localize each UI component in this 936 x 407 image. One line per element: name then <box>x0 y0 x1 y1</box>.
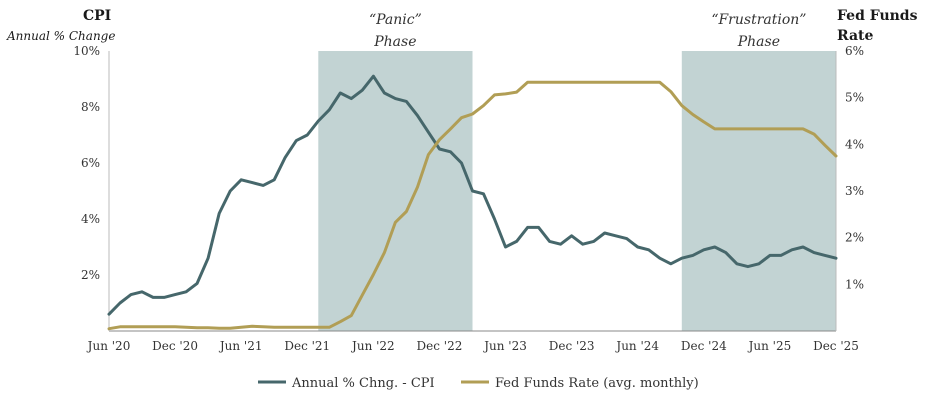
left-axis-title: CPI <box>83 8 111 24</box>
phase-band-1 <box>681 51 836 331</box>
legend: Annual % Chng. - CPI Fed Funds Rate (avg… <box>258 376 699 391</box>
x-tick-label: Jun '21 <box>218 339 263 353</box>
right-tick-label: 5% <box>845 91 864 105</box>
cpi-series-line <box>107 74 838 316</box>
right-axis-title-line1: Fed Funds <box>837 8 918 24</box>
data-series <box>107 74 838 331</box>
phase-label-1-line1: “Frustration” <box>711 12 806 28</box>
right-tick-label: 4% <box>845 137 864 151</box>
phase-label-0-line2: Phase <box>373 34 416 50</box>
fed-funds-series-line <box>107 80 838 331</box>
left-tick-label: 10% <box>73 44 100 58</box>
right-axis-title-line2: Rate <box>837 28 873 44</box>
x-tick-label: Dec '20 <box>152 339 198 353</box>
right-tick-label: 3% <box>845 184 864 198</box>
x-tick-label: Dec '25 <box>813 339 859 353</box>
left-tick-label: 6% <box>81 156 100 170</box>
axes <box>108 51 837 332</box>
x-tick-label: Jun '25 <box>747 339 792 353</box>
legend-label-cpi: Annual % Chng. - CPI <box>291 376 435 391</box>
x-tick-label: Jun '22 <box>350 339 395 353</box>
left-tick-label: 2% <box>81 268 100 282</box>
x-tick-label: Jun '23 <box>482 339 527 353</box>
phase-labels: “Panic” Phase “Frustration” Phase <box>369 12 806 50</box>
x-tick-label: Dec '21 <box>284 339 330 353</box>
x-tick-label: Jun '20 <box>86 339 131 353</box>
left-tick-label: 4% <box>81 212 100 226</box>
right-tick-label: 2% <box>845 231 864 245</box>
tick-labels: 2% 4% 6% 8% 10% 1% 2% 3% 4% 5% 6% Jun '20 Dec '20 Jun… <box>73 44 864 353</box>
right-tick-label: 1% <box>845 277 864 291</box>
legend-label-fed-funds: Fed Funds Rate (avg. monthly) <box>495 376 699 391</box>
x-tick-label: Dec '24 <box>681 339 727 353</box>
right-tick-label: 6% <box>845 44 864 58</box>
left-axis-subtitle: Annual % Change <box>6 29 115 43</box>
phase-label-0-line1: “Panic” <box>369 12 422 28</box>
phase-label-1-line2: Phase <box>737 34 780 50</box>
x-tick-label: Dec '23 <box>549 339 595 353</box>
x-tick-label: Dec '22 <box>417 339 463 353</box>
left-tick-label: 8% <box>81 100 100 114</box>
x-tick-label: Jun '24 <box>614 339 659 353</box>
phase-shading <box>318 51 836 331</box>
